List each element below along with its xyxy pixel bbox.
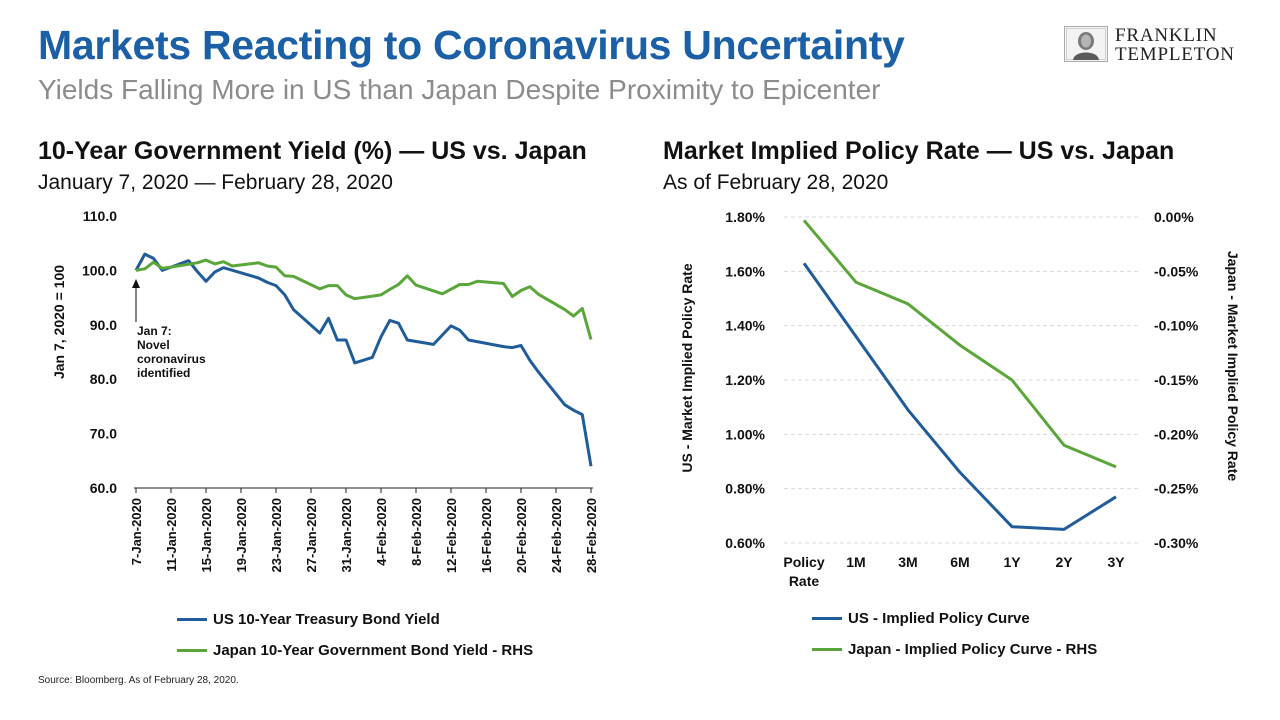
left-y-tick-label: 1.60% xyxy=(725,263,765,279)
page-title: Markets Reacting to Coronavirus Uncertai… xyxy=(38,22,905,68)
x-tick-label: 19-Jan-2020 xyxy=(234,498,249,572)
left-y-tick-label: 1.40% xyxy=(725,318,765,334)
left-y-tick-label: 0.60% xyxy=(725,535,765,551)
annotation-line: coronavirus xyxy=(137,352,206,366)
right-y-tick-label: -0.20% xyxy=(1154,426,1199,442)
x-category-label-part: 1Y xyxy=(1003,554,1021,570)
x-category-label: 2Y xyxy=(1055,554,1073,570)
right-chart-subtitle: As of February 28, 2020 xyxy=(663,171,889,194)
franklin-templeton-logo: FRANKLIN TEMPLETON xyxy=(1064,26,1254,70)
y-tick-label: 60.0 xyxy=(90,480,117,496)
x-category-label: 3Y xyxy=(1107,554,1125,570)
page-subtitle: Yields Falling More in US than Japan Des… xyxy=(38,74,881,105)
annotation-line: Jan 7: xyxy=(137,324,172,338)
annotation-line: Novel xyxy=(137,338,170,352)
x-tick-label: 8-Feb-2020 xyxy=(409,498,424,566)
x-tick-label: 7-Jan-2020 xyxy=(129,498,144,565)
y-tick-label: 90.0 xyxy=(90,317,117,333)
left-y-tick-label: 1.80% xyxy=(725,209,765,225)
right-y-tick-label: -0.25% xyxy=(1154,481,1199,497)
x-category-label-part: Policy xyxy=(783,554,824,570)
legend-swatch xyxy=(812,647,842,651)
legend-label: US 10-Year Treasury Bond Yield xyxy=(213,611,440,628)
x-category-label-part: 2Y xyxy=(1055,554,1073,570)
x-tick-label: 15-Jan-2020 xyxy=(199,498,214,572)
us-yield-series-line xyxy=(134,252,593,467)
legend-item-japan-policy: Japan - Implied Policy Curve - RHS xyxy=(812,641,1097,658)
right-chart-title: Market Implied Policy Rate — US vs. Japa… xyxy=(663,137,1175,165)
annotation-line: identified xyxy=(137,366,191,380)
left-chart-title: 10-Year Government Yield (%) — US vs. Ja… xyxy=(38,137,587,165)
right-y-tick-label: -0.15% xyxy=(1154,372,1199,388)
annotation-arrow-head xyxy=(132,279,140,288)
x-tick-label: 31-Jan-2020 xyxy=(339,498,354,572)
left-chart-y-axis-label: Jan 7, 2020 = 100 xyxy=(51,264,67,380)
yield-index-line-chart: 110.0 100.0 90.0 80.0 70.0 60.0 7-Jan-2020 11-J… xyxy=(82,208,599,573)
y-tick-label: 100.0 xyxy=(82,262,117,278)
right-y-tick-label: -0.10% xyxy=(1154,318,1199,334)
x-tick-label: 27-Jan-2020 xyxy=(304,498,319,572)
legend-swatch xyxy=(177,648,207,652)
left-y-tick-label: 0.80% xyxy=(725,481,765,497)
left-chart-subtitle: January 7, 2020 — February 28, 2020 xyxy=(38,171,393,194)
x-tick-label: 20-Feb-2020 xyxy=(514,498,529,573)
right-y-tick-label: -0.30% xyxy=(1154,535,1199,551)
x-tick-label: 23-Jan-2020 xyxy=(269,498,284,572)
y-tick-label: 70.0 xyxy=(90,426,117,442)
x-category-label: Policy Rate xyxy=(783,554,824,589)
right-y-tick-label: -0.05% xyxy=(1154,263,1199,279)
logo-line-2: TEMPLETON xyxy=(1115,44,1235,65)
right-y-tick-label: 0.00% xyxy=(1154,209,1194,225)
x-category-label-part: 3Y xyxy=(1107,554,1125,570)
legend-item-us-yield: US 10-Year Treasury Bond Yield xyxy=(177,611,440,628)
x-tick-label: 24-Feb-2020 xyxy=(549,498,564,573)
x-tick-label: 16-Feb-2020 xyxy=(479,498,494,573)
x-tick-label: 12-Feb-2020 xyxy=(444,498,459,573)
right-chart-right-y-axis-label: Japan - Market Implied Policy Rate xyxy=(1225,250,1241,482)
legend-label: Japan 10-Year Government Bond Yield - RH… xyxy=(213,642,534,659)
legend-swatch xyxy=(812,616,842,620)
right-chart-left-y-axis-label: US - Market Implied Policy Rate xyxy=(679,263,695,473)
chart-annotation: Jan 7: Novel coronavirus identified xyxy=(137,324,206,380)
us-policy-series-line xyxy=(802,262,1117,531)
x-tick-label: 28-Feb-2020 xyxy=(584,498,599,573)
y-tick-label: 80.0 xyxy=(90,371,117,387)
franklin-portrait-icon xyxy=(1064,26,1108,62)
y-tick-label: 110.0 xyxy=(83,208,117,224)
x-category-label-part: 1M xyxy=(846,554,865,570)
x-category-label: 6M xyxy=(950,554,969,570)
x-category-label-part: Rate xyxy=(789,573,820,589)
policy-rate-line-chart: 1.80% 0.00% 1.60% -0.05% 1.40% -0.10% 1.20% -0.… xyxy=(725,209,1199,589)
x-category-label: 3M xyxy=(898,554,917,570)
legend-item-us-policy: US - Implied Policy Curve xyxy=(812,610,1030,627)
japan-yield-series-line xyxy=(135,258,593,340)
x-tick-label: 4-Feb-2020 xyxy=(374,498,389,566)
japan-policy-series-line xyxy=(802,219,1117,469)
x-category-label: 1Y xyxy=(1003,554,1021,570)
legend-swatch xyxy=(177,617,207,621)
legend-label: US - Implied Policy Curve xyxy=(848,610,1030,627)
x-category-label-part: 3M xyxy=(898,554,917,570)
left-y-tick-label: 1.20% xyxy=(725,372,765,388)
legend-item-japan-yield: Japan 10-Year Government Bond Yield - RH… xyxy=(177,642,533,659)
x-tick-label: 11-Jan-2020 xyxy=(164,498,179,572)
x-category-label: 1M xyxy=(846,554,865,570)
legend-label: Japan - Implied Policy Curve - RHS xyxy=(848,641,1098,658)
x-category-label-part: 6M xyxy=(950,554,969,570)
logo-line-1: FRANKLIN xyxy=(1115,25,1218,46)
left-y-tick-label: 1.00% xyxy=(725,426,765,442)
source-note: Source: Bloomberg. As of February 28, 20… xyxy=(38,675,239,686)
